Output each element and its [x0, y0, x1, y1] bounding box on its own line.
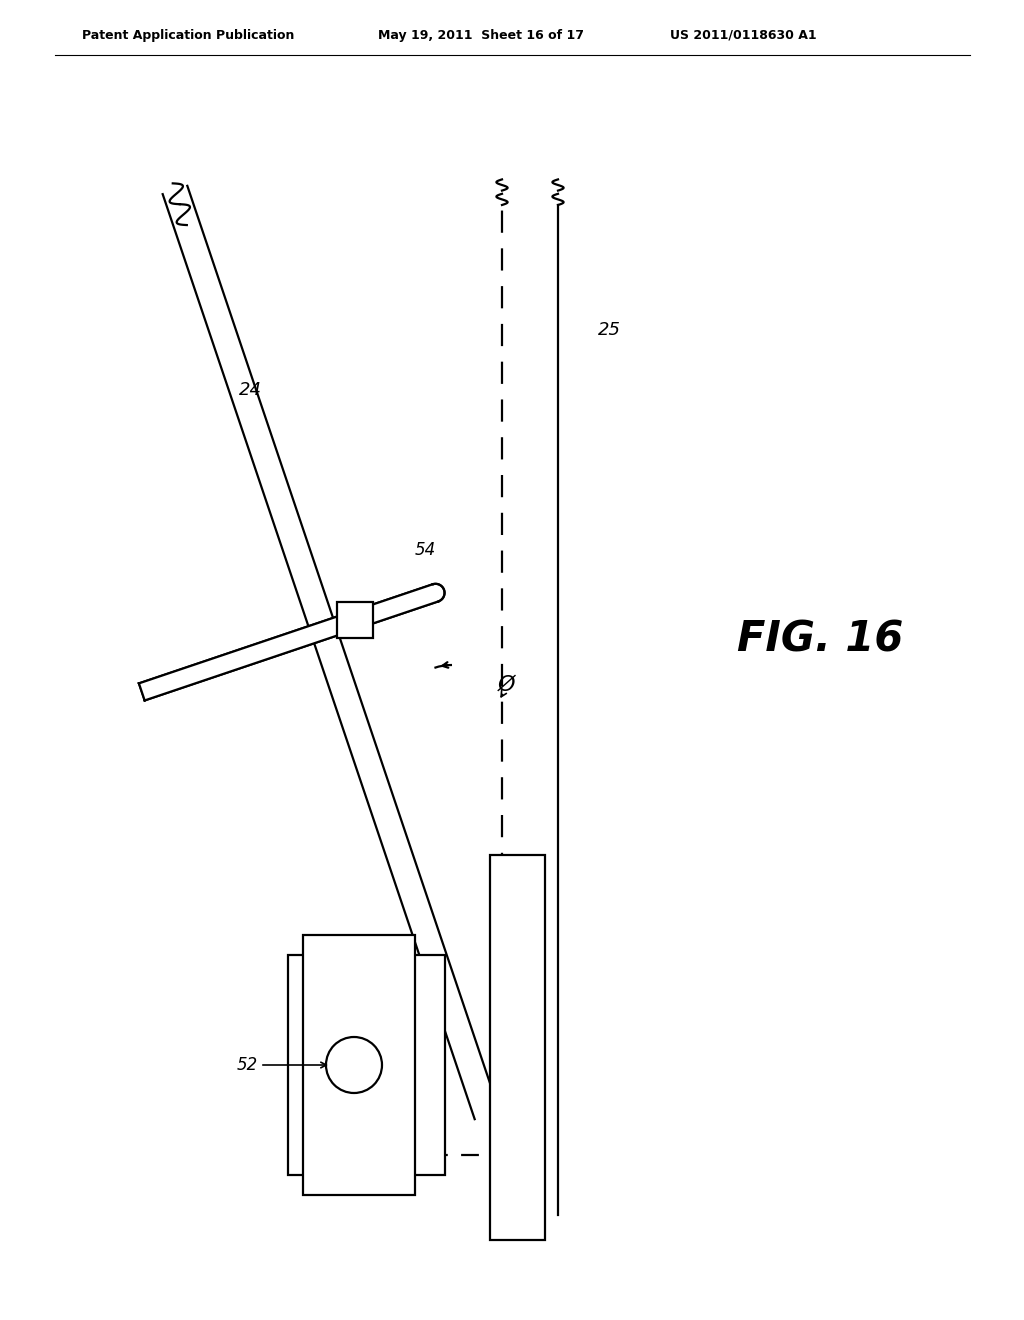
- Text: FIG. 16: FIG. 16: [737, 619, 903, 661]
- Polygon shape: [288, 954, 445, 1175]
- Text: Ø: Ø: [499, 675, 516, 696]
- Text: 24: 24: [239, 381, 261, 399]
- Polygon shape: [337, 602, 373, 638]
- Text: US 2011/0118630 A1: US 2011/0118630 A1: [670, 29, 816, 41]
- Polygon shape: [490, 855, 545, 1239]
- Text: May 19, 2011  Sheet 16 of 17: May 19, 2011 Sheet 16 of 17: [378, 29, 584, 41]
- Text: 54: 54: [415, 541, 436, 558]
- Polygon shape: [139, 585, 438, 701]
- Text: 52: 52: [237, 1056, 258, 1074]
- Text: Patent Application Publication: Patent Application Publication: [82, 29, 294, 41]
- Polygon shape: [303, 935, 415, 1195]
- Text: 25: 25: [598, 321, 621, 339]
